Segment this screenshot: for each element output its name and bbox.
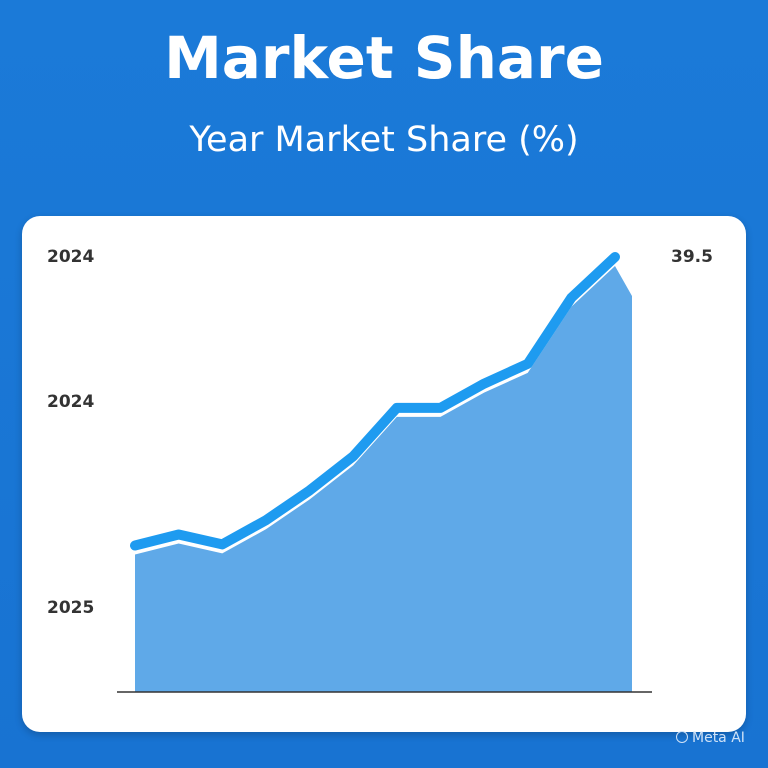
- watermark-text: Meta AI: [692, 730, 745, 746]
- watermark: Meta AI: [676, 730, 745, 746]
- area-fill: [135, 266, 632, 692]
- meta-ai-logo-icon: [676, 731, 688, 743]
- series-line: [130, 252, 620, 551]
- y-tick-label: 2025: [47, 598, 95, 618]
- chart-title: Market Share: [164, 24, 604, 92]
- chart-subtitle: Year Market Share (%): [189, 120, 579, 160]
- y-tick-label: 2024: [47, 247, 95, 267]
- end-value-label: 39.5: [671, 247, 713, 267]
- y-tick-label: 2024: [47, 392, 95, 412]
